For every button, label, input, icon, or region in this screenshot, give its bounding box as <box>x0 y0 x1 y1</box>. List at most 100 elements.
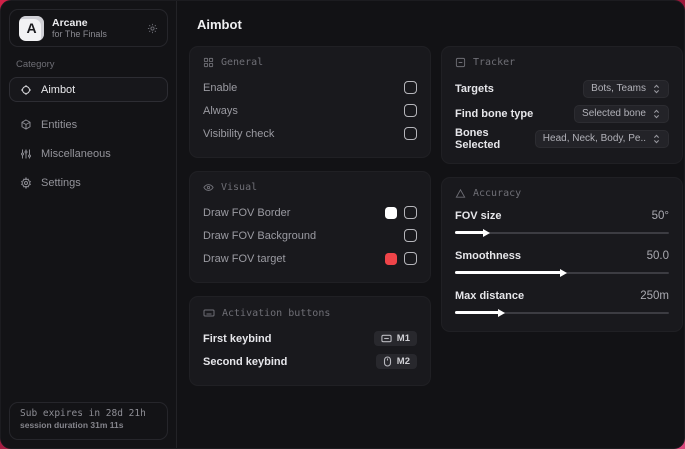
first-keybind-button[interactable]: M1 <box>373 331 417 346</box>
setting-label: Draw FOV target <box>203 252 286 265</box>
setting-label: Draw FOV Border <box>203 206 291 219</box>
app-subtitle: for The Finals <box>52 28 107 39</box>
setting-row-draw-fov-border: Draw FOV Border <box>203 201 417 224</box>
chevrons-up-down-icon <box>652 109 661 119</box>
setting-row-draw-fov-target: Draw FOV target <box>203 247 417 270</box>
setting-row-bones-selected: Bones Selected Head, Neck, Body, Pe.. <box>455 126 669 151</box>
chevrons-up-down-icon <box>652 84 661 94</box>
bones-selected-dropdown[interactable]: Head, Neck, Body, Pe.. <box>534 129 669 148</box>
setting-label: Visibility check <box>203 127 275 140</box>
dropdown-value: Bots, Teams <box>591 83 646 94</box>
sidebar-item-entities[interactable]: Entities <box>9 112 168 137</box>
enable-checkbox[interactable] <box>404 81 417 94</box>
slider-track <box>455 232 669 234</box>
setting-row-first-keybind: First keybind M1 <box>203 327 417 350</box>
panel-tracker: Tracker Targets Bots, Teams Find bone ty… <box>441 46 683 164</box>
tracker-frame-icon <box>455 57 466 68</box>
subscription-status-card: Sub expires in 28d 21h session duration … <box>9 402 168 440</box>
draw-fov-border-checkbox[interactable] <box>404 206 417 219</box>
slider-thumb[interactable] <box>497 308 505 317</box>
setting-row-targets: Targets Bots, Teams <box>455 76 669 101</box>
keyboard-icon <box>381 334 392 343</box>
chevrons-up-down-icon <box>652 134 661 144</box>
sidebar-item-label: Settings <box>41 176 81 189</box>
setting-row-fov-size: FOV size 50° <box>455 207 669 237</box>
category-label: Category <box>16 59 55 70</box>
find-bone-type-dropdown[interactable]: Selected bone <box>574 104 669 123</box>
fov-border-color-swatch[interactable] <box>385 206 397 219</box>
fov-size-value: 50° <box>651 210 669 222</box>
gear-icon <box>20 176 32 189</box>
sidebar-item-label: Miscellaneous <box>41 147 111 160</box>
slider-fill <box>455 231 485 235</box>
setting-row-enable: Enable <box>203 76 417 99</box>
sliders-icon <box>20 148 32 160</box>
slider-thumb[interactable] <box>560 268 567 277</box>
keyboard-icon <box>203 307 215 319</box>
dropdown-value: Selected bone <box>582 108 646 119</box>
sub-expiry-text: Sub expires in 28d 21h <box>20 408 146 419</box>
max-distance-value: 250m <box>640 290 669 302</box>
setting-row-find-bone-type: Find bone type Selected bone <box>455 101 669 126</box>
fov-target-color-swatch[interactable] <box>385 252 397 265</box>
keybind-value: M2 <box>396 356 410 367</box>
slider-fill <box>455 311 500 315</box>
setting-label: Second keybind <box>203 355 288 368</box>
refresh-gear-icon[interactable] <box>147 23 158 34</box>
panel-general: General Enable Always Visibility check <box>189 46 431 158</box>
panel-visual: Visual Draw FOV Border Draw FOV Backgrou… <box>189 171 431 283</box>
sidebar-item-miscellaneous[interactable]: Miscellaneous <box>9 141 168 166</box>
setting-label: Targets <box>455 82 494 95</box>
setting-row-max-distance: Max distance 250m <box>455 287 669 317</box>
panel-title: Activation buttons <box>222 307 331 319</box>
draw-fov-background-checkbox[interactable] <box>404 229 417 242</box>
slider-thumb[interactable] <box>482 228 490 237</box>
session-duration-text: session duration 31m 11s <box>20 420 124 430</box>
brand-card: A Arcane for The Finals <box>9 9 168 47</box>
setting-row-smoothness: Smoothness 50.0 <box>455 247 669 277</box>
panel-title: General <box>221 57 264 68</box>
sidebar: A Arcane for The Finals Category Aimbot <box>1 1 177 448</box>
setting-row-draw-fov-background: Draw FOV Background <box>203 224 417 247</box>
setting-label: Draw FOV Background <box>203 229 317 242</box>
sidebar-item-settings[interactable]: Settings <box>9 170 168 195</box>
mouse-icon <box>383 356 392 367</box>
panel-title: Tracker <box>473 57 516 68</box>
setting-label: Find bone type <box>455 107 534 120</box>
sidebar-item-label: Entities <box>41 118 78 131</box>
visibility-check-checkbox[interactable] <box>404 127 417 140</box>
draw-fov-target-checkbox[interactable] <box>404 252 417 265</box>
setting-label: Enable <box>203 81 238 94</box>
targets-dropdown[interactable]: Bots, Teams <box>583 79 669 98</box>
crosshair-icon <box>20 84 32 96</box>
slider-track <box>455 312 669 314</box>
second-keybind-button[interactable]: M2 <box>375 354 417 369</box>
smoothness-slider[interactable] <box>455 268 669 277</box>
setting-row-always: Always <box>203 99 417 122</box>
sidebar-nav: Aimbot Entities Miscellaneous Settings <box>1 77 176 195</box>
page-title: Aimbot <box>197 17 242 32</box>
fov-size-slider[interactable] <box>455 228 669 237</box>
general-grid-icon <box>203 57 214 68</box>
slider-fill <box>455 271 562 275</box>
setting-label: Bones Selected <box>455 126 501 151</box>
panel-accuracy: Accuracy FOV size 50° <box>441 177 683 332</box>
triangle-delta-icon <box>455 188 466 199</box>
setting-row-visibility-check: Visibility check <box>203 122 417 145</box>
setting-label: FOV size <box>455 210 502 222</box>
panel-title: Accuracy <box>473 188 522 199</box>
eye-icon <box>203 182 214 193</box>
smoothness-value: 50.0 <box>646 250 669 262</box>
setting-label: Max distance <box>455 290 525 302</box>
setting-label: Always <box>203 104 238 117</box>
app-logo: A <box>19 15 44 41</box>
entities-cube-icon <box>20 118 32 131</box>
sidebar-item-aimbot[interactable]: Aimbot <box>9 77 168 102</box>
setting-label: First keybind <box>203 332 272 345</box>
main-content: Aimbot General Enable <box>177 1 684 448</box>
keybind-value: M1 <box>396 333 410 344</box>
dropdown-value: Head, Neck, Body, Pe.. <box>542 133 646 144</box>
always-checkbox[interactable] <box>404 104 417 117</box>
max-distance-slider[interactable] <box>455 308 669 317</box>
